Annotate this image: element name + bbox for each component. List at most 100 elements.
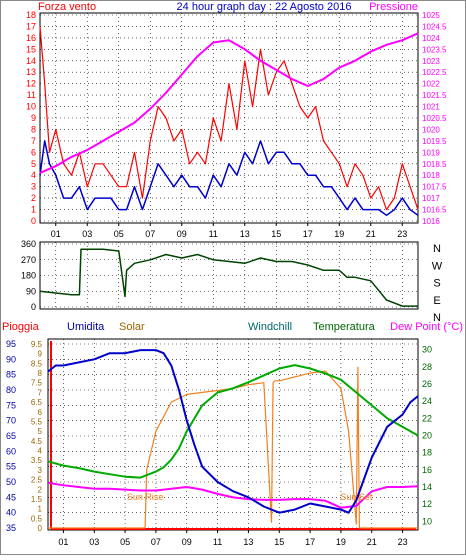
dew-point-axis-label: Dew Point (°C) [390,321,463,333]
x-tick-label: 21 [367,537,377,547]
x-tick-label: 09 [177,229,187,239]
direction-y-tick-label: 90 [26,286,36,296]
rain-y-tick-label: 9 [38,350,43,359]
chart-title: 24 hour graph day : 22 Agosto 2016 [177,1,352,13]
temperature-y-tick-label: 24 [422,396,432,406]
rain-y-tick-label: 3.5 [31,456,43,465]
rain-y-tick-label: 1.5 [31,495,43,504]
pressure-y-tick-label: 1022.5 [422,68,447,77]
pressure-y-tick-label: 1020.5 [422,114,447,123]
pressure-label: Pressione [369,1,418,13]
sun-annotation: Sun Set [340,492,373,502]
humidity-y-tick-label: 50 [6,477,16,487]
rain-y-tick-label: 7.5 [31,379,43,388]
x-tick-label: 23 [398,537,408,547]
pressure-y-tick-label: 1019 [422,148,440,157]
direction-y-tick-label: 360 [21,239,36,249]
rain-y-tick-label: 4 [38,447,43,456]
pressure-y-tick-label: 1016 [422,217,440,226]
pressure-y-tick-label: 1021.5 [422,91,447,100]
pressure-y-tick-label: 1025 [422,11,440,20]
dew-point-line [47,481,419,509]
x-tick-label: 07 [151,537,161,547]
temperature-y-tick-label: 22 [422,413,432,423]
pressure-y-tick-label: 1017 [422,194,440,203]
humidity-y-tick-label: 90 [6,354,16,364]
x-tick-label: 05 [114,229,124,239]
rain-y-tick-label: 2 [38,485,43,494]
wind-y-tick-label: 12 [26,79,36,89]
wind-strength-label: Forza vento [38,1,96,13]
x-tick-label: 17 [303,229,313,239]
x-tick-label: 09 [182,537,192,547]
temperature-y-tick-label: 10 [422,516,432,526]
temperature-y-tick-label: 20 [422,431,432,441]
pressure-y-tick-label: 1022 [422,80,440,89]
x-tick-label: 15 [274,537,284,547]
direction-y-tick-label: 180 [21,271,36,281]
wind-y-tick-label: 10 [26,102,36,112]
wind-y-tick-label: 14 [26,56,36,66]
x-tick-label: 07 [145,229,155,239]
x-tick-label: 19 [334,229,344,239]
wind-y-tick-label: 7 [31,136,36,146]
wind-y-tick-label: 4 [31,170,36,180]
pressure-y-tick-label: 1023 [422,57,440,66]
rain-y-tick-label: 6.5 [31,398,43,407]
rain-y-tick-label: 5 [38,427,43,436]
humidity-temperature-panel: 3540455055606570758085909500.511.522.533… [6,338,432,547]
humidity-y-tick-label: 35 [6,523,16,533]
sun-annotation: Sun Rise [127,492,164,502]
rain-y-tick-label: 1 [38,505,43,514]
wind-y-tick-label: 11 [27,90,36,100]
windchill-axis-label: Windchill [248,321,292,333]
humidity-y-tick-label: 60 [6,446,16,456]
temperature-y-tick-label: 28 [422,362,432,372]
humidity-line [47,349,419,514]
wind-y-tick-label: 6 [31,147,36,157]
temperature-line [47,364,419,479]
pressure-y-tick-label: 1020 [422,125,440,134]
pressure-y-tick-label: 1024.5 [422,22,447,31]
x-tick-label: 01 [58,537,68,547]
wind-y-tick-label: 3 [31,182,36,192]
temperature-y-tick-label: 14 [422,482,432,492]
x-tick-label: 17 [305,537,315,547]
pressure-y-tick-label: 1019.5 [422,137,447,146]
wind-y-tick-label: 5 [31,159,36,169]
pressure-y-tick-label: 1018.5 [422,160,447,169]
wind-average-line [39,140,419,217]
x-tick-label: 21 [366,229,376,239]
humidity-y-tick-label: 55 [6,462,16,472]
pressure-y-tick-label: 1016.5 [422,206,447,215]
temperature-y-tick-label: 12 [422,499,432,509]
wind-y-tick-label: 18 [26,10,36,20]
temperature-y-tick-label: 18 [422,448,432,458]
wind-y-tick-label: 2 [31,193,36,203]
rain-y-tick-label: 0 [38,524,43,533]
solar-axis-label: Solar [119,321,145,333]
compass-label: W [432,260,443,272]
wind-y-tick-label: 1 [31,205,36,215]
temperature-axis-label: Temperatura [313,321,376,333]
wind-gust-line [39,26,419,211]
x-tick-label: 01 [51,229,61,239]
x-tick-label: 13 [240,229,250,239]
x-tick-label: 11 [213,537,222,547]
direction-y-tick-label: 270 [21,255,36,265]
temperature-y-tick-label: 16 [422,465,432,475]
pressure-y-tick-label: 1024 [422,34,440,43]
rain-y-tick-label: 4.5 [31,437,43,446]
rain-y-tick-label: 5.5 [31,417,43,426]
pressure-y-tick-label: 1017.5 [422,183,447,192]
compass-label: S [433,278,440,290]
humidity-axis-label: Umidita [67,321,105,333]
wind-y-tick-label: 8 [31,124,36,134]
wind-y-tick-label: 16 [26,33,36,43]
rain-y-tick-label: 6 [38,408,43,417]
x-tick-label: 23 [397,229,407,239]
rain-y-tick-label: 8 [38,369,43,378]
